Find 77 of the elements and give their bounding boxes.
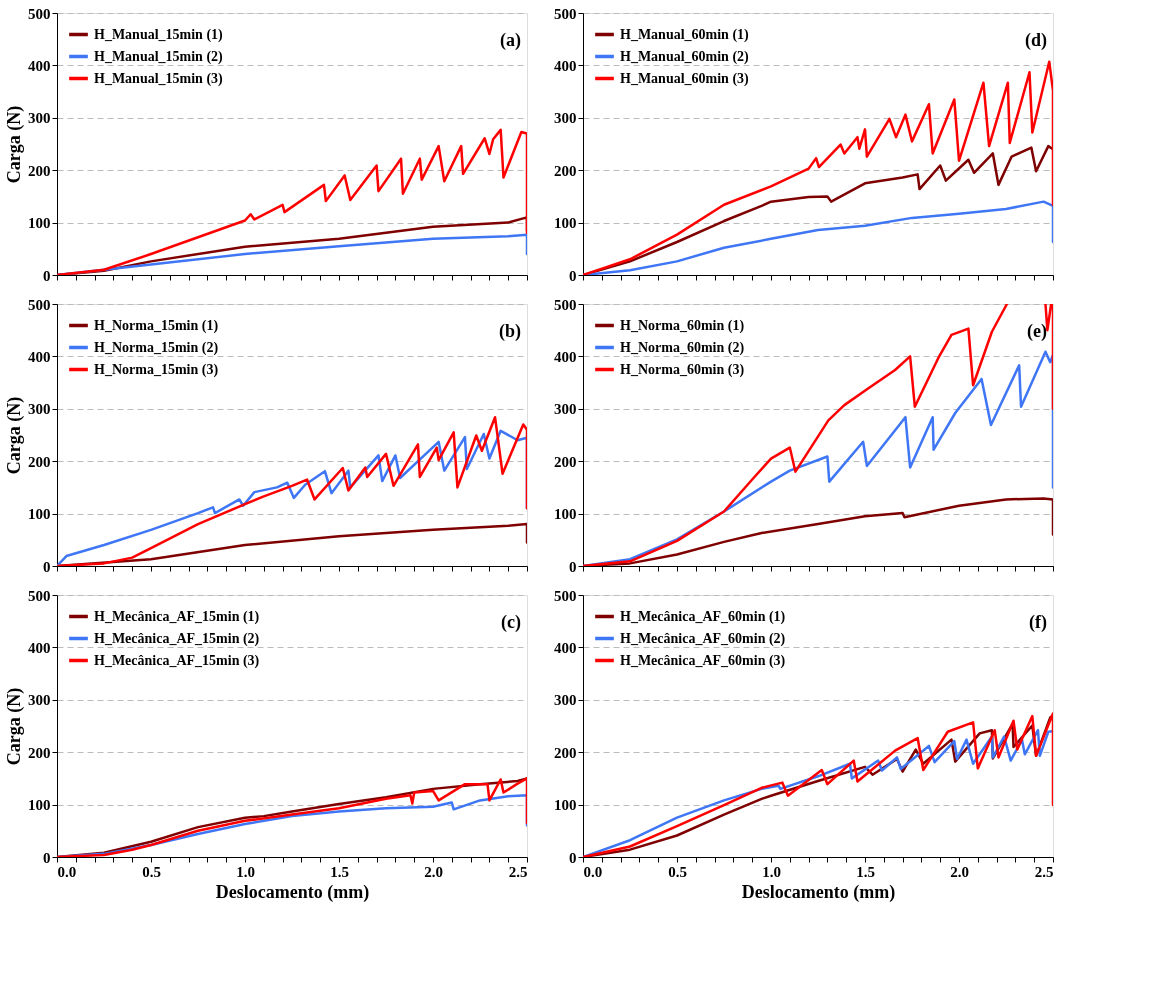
legend-label: H_Mecânica_AF_15min (1): [94, 608, 260, 625]
legend-label: H_Manual_60min (3): [620, 70, 750, 87]
y-tick-label: 500: [554, 587, 577, 604]
y-tick-label: 200: [28, 453, 51, 470]
y-tick-label: 0: [569, 849, 577, 866]
y-axis-title: Carga (N): [4, 687, 25, 766]
legend-label: H_Mecânica_AF_15min (2): [94, 630, 260, 647]
y-tick-label: 400: [28, 57, 51, 74]
annotation: (e): [1027, 321, 1047, 342]
annotation: (a): [500, 30, 521, 51]
legend-label: H_Manual_15min (3): [94, 70, 224, 87]
x-tick-label: 0.5: [668, 863, 687, 880]
x-tick-label: 2.5: [508, 863, 528, 880]
y-tick-label: 400: [554, 348, 577, 365]
y-tick-label: 500: [28, 587, 51, 604]
legend-label: H_Manual_60min (1): [620, 26, 750, 43]
legend-label: H_Mecânica_AF_15min (3): [94, 652, 260, 669]
legend-label: H_Norma_60min (1): [620, 317, 745, 334]
x-tick-label: 0.0: [57, 863, 77, 880]
y-tick-label: 0: [43, 558, 51, 575]
y-tick-label: 300: [554, 110, 577, 127]
y-tick-label: 300: [28, 110, 51, 127]
annotation: (b): [499, 321, 521, 342]
y-tick-label: 200: [554, 744, 577, 761]
legend-label: H_Mecânica_AF_60min (3): [620, 652, 786, 669]
x-tick-label: 0.0: [583, 863, 603, 880]
y-tick-label: 0: [569, 558, 577, 575]
legend-label: H_Norma_60min (2): [620, 339, 745, 356]
y-tick-label: 100: [28, 797, 51, 814]
y-tick-label: 300: [28, 401, 51, 418]
y-tick-label: 400: [554, 639, 577, 656]
y-tick-label: 300: [554, 401, 577, 418]
legend-label: H_Manual_15min (2): [94, 48, 224, 65]
y-tick-label: 400: [28, 639, 51, 656]
legend-label: H_Norma_15min (1): [94, 317, 219, 334]
legend-label: H_Mecânica_AF_60min (1): [620, 608, 786, 625]
legend-label: H_Mecânica_AF_60min (2): [620, 630, 786, 647]
legend-label: H_Manual_60min (2): [620, 48, 750, 65]
y-tick-label: 100: [554, 797, 577, 814]
x-tick-label: 1.5: [330, 863, 349, 880]
y-tick-label: 0: [43, 849, 51, 866]
legend-label: H_Norma_60min (3): [620, 361, 745, 378]
y-tick-label: 200: [554, 453, 577, 470]
y-tick-label: 300: [554, 692, 577, 709]
y-tick-label: 100: [28, 506, 51, 523]
y-tick-label: 200: [554, 162, 577, 179]
y-axis-title: Carga (N): [4, 105, 25, 184]
x-axis-title: Deslocamento (mm): [741, 881, 896, 903]
y-tick-label: 400: [554, 57, 577, 74]
x-tick-label: 2.0: [950, 863, 969, 880]
x-tick-label: 2.5: [1034, 863, 1054, 880]
y-tick-label: 100: [554, 506, 577, 523]
x-tick-label: 1.0: [236, 863, 255, 880]
y-tick-label: 200: [28, 162, 51, 179]
legend-label: H_Norma_15min (2): [94, 339, 219, 356]
y-tick-label: 0: [569, 267, 577, 284]
y-tick-label: 200: [28, 744, 51, 761]
y-tick-label: 300: [28, 692, 51, 709]
y-tick-label: 400: [28, 348, 51, 365]
y-axis-title: Carga (N): [4, 396, 25, 475]
annotation: (d): [1025, 30, 1047, 51]
y-tick-label: 100: [28, 215, 51, 232]
x-axis-title: Deslocamento (mm): [215, 881, 370, 903]
x-tick-label: 0.5: [142, 863, 161, 880]
y-tick-label: 500: [28, 5, 51, 22]
x-tick-label: 2.0: [424, 863, 443, 880]
annotation: (c): [501, 612, 521, 633]
y-tick-label: 100: [554, 215, 577, 232]
y-tick-label: 500: [28, 296, 51, 313]
annotation: (f): [1029, 612, 1047, 633]
y-tick-label: 500: [554, 5, 577, 22]
x-tick-label: 1.0: [762, 863, 781, 880]
x-tick-label: 1.5: [856, 863, 875, 880]
legend-label: H_Norma_15min (3): [94, 361, 219, 378]
y-tick-label: 0: [43, 267, 51, 284]
legend-label: H_Manual_15min (1): [94, 26, 224, 43]
y-tick-label: 500: [554, 296, 577, 313]
